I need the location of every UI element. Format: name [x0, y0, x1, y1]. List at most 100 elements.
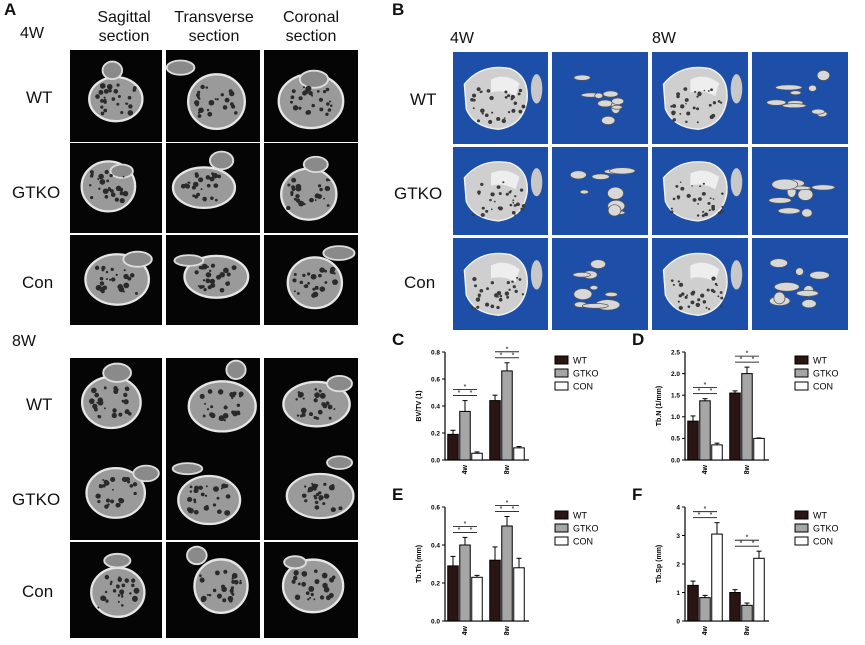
ct-image-4w-gtko-sagittal [70, 143, 162, 233]
chart-d-ylabel: Tb.N (1/mm) [656, 386, 663, 426]
chart-c-bar-8w-wt [489, 400, 501, 461]
chart-d-sig-star: * [746, 351, 749, 358]
chart-c-ytick-label: 0.4 [431, 403, 440, 410]
chart-f-sig-star: * [698, 512, 701, 519]
chart-c-bar-4w-con [471, 452, 483, 461]
chart-e-ytick-label: 0.6 [431, 504, 440, 511]
chart-f-sig-star: * [704, 506, 707, 513]
render-wt-8w-whole [652, 52, 748, 144]
col-head-coronal-line2: section [285, 28, 337, 45]
chart-e-bar-4w-con [471, 576, 483, 622]
chart-e-sig-star: * [512, 506, 515, 513]
ct-image-8w-wt-sagittal [70, 358, 162, 452]
ct-image-8w-con-transverse [166, 542, 260, 638]
chart-f-ytick-label: 2 [676, 561, 680, 568]
ct-image-4w-con-sagittal [70, 235, 162, 325]
ct-image-8w-gtko-coronal [264, 452, 358, 540]
chart-d-ytick-label: 0.5 [671, 436, 680, 443]
chart-d-sig-star: * [704, 382, 707, 389]
chart-f-ytick-label: 3 [676, 533, 680, 540]
row-label-4w-gtko: GTKO [12, 183, 61, 202]
render-wt-8w-trabecular [752, 52, 848, 144]
chart-f-xtick-label-8w: 8w [744, 625, 751, 635]
chart-c-sig-star: * [512, 352, 515, 359]
chart-d-sig-star: * [710, 388, 713, 395]
chart-f-sig-star: * [746, 535, 749, 542]
chart-e-ylabel: Tb.Th (mm) [416, 545, 423, 583]
chart-e-xtick-label-8w: 8w [504, 625, 511, 635]
ct-image-4w-wt-coronal [264, 50, 358, 142]
render-row-gtko: GTKO [394, 184, 443, 203]
ct-image-4w-con-transverse [166, 235, 260, 325]
chart-e-legend-swatch-gtko [554, 523, 569, 533]
col-head-transverse-line1: Transverse [174, 9, 254, 26]
chart-e-xtick-label-4w: 4w [462, 625, 469, 635]
render-gtko-4w-trabecular [552, 147, 648, 235]
chart-f-ytick-label: 0 [676, 618, 680, 625]
ct-image-4w-gtko-transverse [166, 143, 260, 233]
chart-d-legend-swatch-gtko [794, 368, 809, 378]
chart-d-bar-8w-con [753, 437, 765, 461]
panel-b-letter: B [392, 0, 405, 19]
chart-d-sig-star: * [698, 388, 701, 395]
ct-image-8w-con-coronal [264, 542, 358, 638]
chart-d-xtick-label-8w: 8w [744, 464, 751, 474]
chart-f-ylabel: Tb.Sp (mm) [656, 545, 663, 584]
chart-d-ytick-label: 0.0 [671, 457, 680, 464]
ct-image-8w-gtko-transverse [166, 452, 260, 540]
chart-d-bar-8w-gtko [741, 373, 753, 461]
chart-f-bar-4w-wt [687, 584, 699, 622]
chart-e-sig-star: * [464, 521, 467, 528]
chart-e-sig-star: * [500, 506, 503, 513]
chart-c-ytick-label: 0.6 [431, 376, 440, 383]
render-con-4w-trabecular [552, 238, 648, 330]
chart-e-bar-8w-wt [489, 559, 501, 622]
ct-image-4w-wt-transverse [166, 50, 260, 142]
chart-tbn: 0.00.51.01.52.02.5Tb.N (1/mm)4w* **8w* **W… [656, 349, 839, 474]
chart-c-bar-4w-gtko [459, 410, 471, 461]
chart-e-legend-label-gtko: GTKO [573, 524, 599, 534]
chart-c-xtick-label-4w: 4w [462, 464, 469, 474]
chart-tbth: 0.00.20.40.6Tb.Th (mm)4w* **8w* **WTGTKOCO… [416, 500, 599, 635]
render-con-8w-whole [652, 238, 748, 330]
render-gtko-8w-trabecular [752, 147, 848, 235]
render-row-wt: WT [410, 90, 437, 109]
chart-e-ytick-label: 0.0 [431, 618, 440, 625]
chart-d-legend-swatch-con [794, 381, 809, 391]
chart-e-bar-8w-con [513, 567, 525, 622]
chart-d-sig-star: * [752, 357, 755, 364]
chart-f-ytick-label: 1 [676, 590, 680, 597]
chart-bvtv: 0.00.20.40.60.8BV/TV (1)4w* **8w* **WTGTKO… [416, 346, 599, 474]
col-head-transverse-line2: section [188, 28, 240, 45]
render-wt-4w-trabecular [552, 52, 648, 144]
chart-e-bar-4w-wt [447, 565, 459, 622]
chart-c-ytick-label: 0.2 [431, 430, 440, 437]
chart-e-ytick-label: 0.4 [431, 542, 440, 549]
chart-c-ytick-label: 0.0 [431, 457, 440, 464]
chart-c-legend-label-gtko: GTKO [573, 369, 599, 379]
chart-f-legend-label-wt: WT [813, 511, 827, 521]
chart-e-legend-swatch-wt [554, 510, 569, 520]
chart-d-legend-label-gtko: GTKO [813, 369, 839, 379]
chart-e-bar-8w-gtko [501, 525, 513, 622]
chart-d-bar-4w-wt [687, 420, 699, 461]
render-gtko-8w-whole [652, 147, 748, 235]
col-head-coronal: Coronal section [266, 8, 356, 46]
group-label-4w: 4W [20, 25, 44, 42]
chart-f-legend-label-con: CON [813, 537, 833, 547]
ct-image-8w-con-sagittal [70, 542, 162, 638]
chart-f-sig-star: * [752, 541, 755, 548]
row-label-8w-con: Con [22, 582, 54, 601]
chart-c-sig-star: * [458, 390, 461, 397]
chart-c-sig-star: * [470, 390, 473, 397]
timepoint-8w: 8W [652, 30, 676, 47]
chart-d-xtick-label-4w: 4w [702, 464, 709, 474]
row-label-4w-wt: WT [26, 88, 53, 107]
render-row-con: Con [404, 273, 436, 292]
col-head-sagittal: Sagittal section [80, 8, 168, 46]
ct-image-4w-wt-sagittal [70, 50, 162, 142]
timepoint-4w: 4W [450, 30, 474, 47]
chart-c-ylabel: BV/TV (1) [416, 390, 423, 421]
chart-e-sig-star: * [506, 500, 509, 507]
